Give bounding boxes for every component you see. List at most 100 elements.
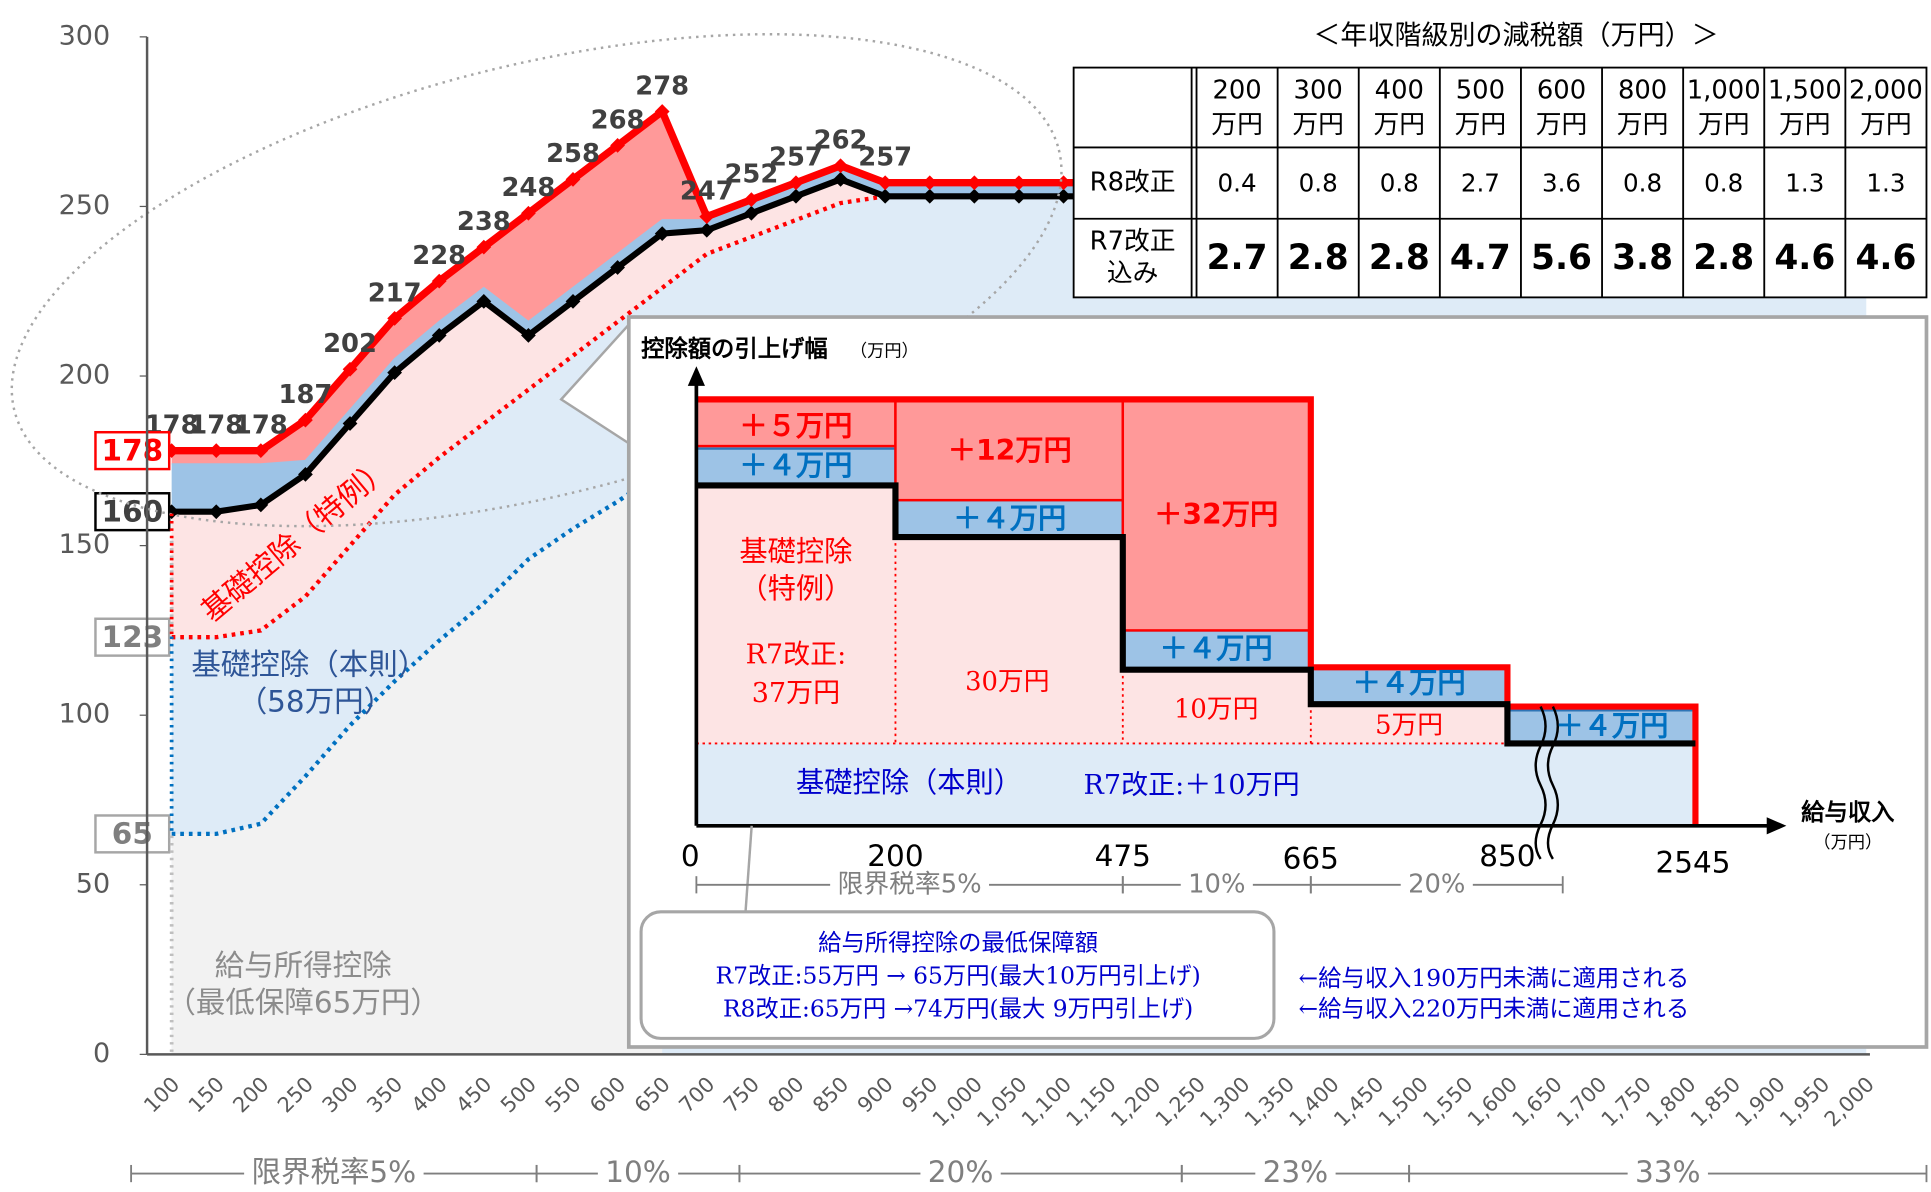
bracket-label-bg xyxy=(1627,1155,1708,1190)
table-cell: 0.8 xyxy=(1299,168,1338,197)
table-cell: 0.8 xyxy=(1704,168,1743,197)
highlight-ellipse xyxy=(10,32,1063,528)
inset-title: 控除額の引上げ幅 xyxy=(641,335,828,363)
column-header: 万円 xyxy=(1373,110,1425,140)
column-header: 万円 xyxy=(1211,110,1263,140)
table-cell: 2.8 xyxy=(1288,238,1349,278)
marker xyxy=(476,239,492,255)
y-tick-label: 100 xyxy=(59,699,111,730)
inset-x-tick: 2545 xyxy=(1655,845,1730,879)
data-label: 248 xyxy=(501,173,555,203)
column-header: 万円 xyxy=(1455,110,1507,140)
marker xyxy=(699,209,715,224)
table-cell: 1.3 xyxy=(1866,168,1905,197)
step-label: ＋32万円 xyxy=(1154,498,1278,531)
arrowhead xyxy=(687,366,705,386)
bracket-label-bg xyxy=(830,869,990,900)
table-cell: 2.7 xyxy=(1461,168,1500,197)
bracket-label: 20% xyxy=(928,1155,994,1189)
table-cell: 2.8 xyxy=(1369,238,1430,278)
arrowhead xyxy=(1766,817,1787,835)
data-label: 257 xyxy=(769,143,823,173)
column-header: 2,000 xyxy=(1849,75,1923,105)
column-header: 万円 xyxy=(1617,110,1669,140)
table-cell: 0.4 xyxy=(1218,168,1257,197)
value-box-label: 123 xyxy=(102,620,164,654)
inset-x-tick: 475 xyxy=(1095,839,1151,873)
data-label: 228 xyxy=(412,241,466,271)
y-tick-label: 50 xyxy=(76,868,110,899)
amount-label: 10万円 xyxy=(1174,694,1258,724)
annotation: 基礎控除（本則） xyxy=(191,648,427,682)
table-cell: 0.8 xyxy=(1623,168,1662,197)
base-step xyxy=(696,482,1696,747)
data-label: 262 xyxy=(814,126,868,156)
y-tick-label: 250 xyxy=(59,190,111,221)
table-cell: 0.8 xyxy=(1380,168,1419,197)
table-bg xyxy=(1072,66,1928,299)
column-header: 600 xyxy=(1537,75,1586,105)
note-box xyxy=(639,910,1276,1040)
bracket-label: 10% xyxy=(1188,869,1245,899)
marker xyxy=(966,175,982,191)
data-label: 258 xyxy=(546,139,600,169)
table-cell: 2.8 xyxy=(1693,238,1754,278)
column-header: 万円 xyxy=(1698,110,1750,140)
basic-r7-label: R7改正:＋10万円 xyxy=(1084,770,1300,801)
annotation: （最低保障65万円） xyxy=(166,985,439,1019)
data-label: 178 xyxy=(234,411,288,441)
marker xyxy=(342,361,358,377)
applies-note: ←給与収入190万円未満に適用される xyxy=(1299,964,1690,992)
annotation: 給与所得控除 xyxy=(215,949,392,983)
data-label: 217 xyxy=(368,278,422,308)
y-tick-label: 300 xyxy=(59,20,111,51)
marker xyxy=(1011,175,1027,191)
marker xyxy=(565,171,581,187)
inset-x-tick: 200 xyxy=(867,839,923,873)
marker xyxy=(744,192,759,208)
row-label: R7改正 xyxy=(1090,227,1176,257)
table-cell: 2.7 xyxy=(1207,238,1268,278)
marker xyxy=(476,294,492,309)
step-label: ＋４万円 xyxy=(1160,632,1273,665)
marker xyxy=(877,175,893,191)
value-box xyxy=(94,617,171,657)
table-cell: 4.6 xyxy=(1774,238,1835,278)
data-label: 278 xyxy=(635,71,689,101)
y-tick-label: 0 xyxy=(93,1038,110,1069)
step-label: ＋12万円 xyxy=(948,434,1072,467)
marker xyxy=(208,443,224,459)
marker xyxy=(699,222,715,238)
inset: 控除額の引上げ幅 （万円） ＋５万円 ＋４万円 ＋12万円 ＋４万円 ＋32万円… xyxy=(559,315,1929,1049)
bracket-label: 限界税率5% xyxy=(838,869,982,899)
marker xyxy=(922,175,938,191)
bracket-label: 限界税率5% xyxy=(252,1155,417,1189)
data-label: 187 xyxy=(279,380,333,410)
r7-label: 37万円 xyxy=(752,678,840,709)
bracket-label: 20% xyxy=(1408,869,1465,899)
area-salary-deduction xyxy=(171,470,663,1055)
column-header: 万円 xyxy=(1536,110,1588,140)
table-cell: 5.6 xyxy=(1531,238,1592,278)
bracket-label-bg xyxy=(1400,869,1473,900)
table-title: ＜年収階級別の減税額（万円）＞ xyxy=(1313,20,1718,51)
column-header: 万円 xyxy=(1779,110,1831,140)
marker xyxy=(833,158,848,174)
r7-label: R7改正: xyxy=(746,640,847,671)
amount-label: 5万円 xyxy=(1375,710,1443,740)
column-header: 万円 xyxy=(1860,110,1912,140)
inset-x-tick: 665 xyxy=(1283,842,1339,876)
marker xyxy=(1056,188,1071,204)
marker xyxy=(833,171,848,187)
step-label: ＋４万円 xyxy=(739,449,852,482)
value-box xyxy=(94,430,171,471)
area-r8-band xyxy=(171,111,1867,465)
marker xyxy=(431,327,447,343)
marker xyxy=(1011,188,1027,204)
step-label: ＋４万円 xyxy=(1555,709,1668,742)
r8-step xyxy=(696,396,1699,826)
column-header: 200 xyxy=(1212,75,1261,105)
callout-line xyxy=(744,825,753,912)
column-header: 400 xyxy=(1375,75,1424,105)
note-title: 給与所得控除の最低保障額 xyxy=(818,928,1098,956)
